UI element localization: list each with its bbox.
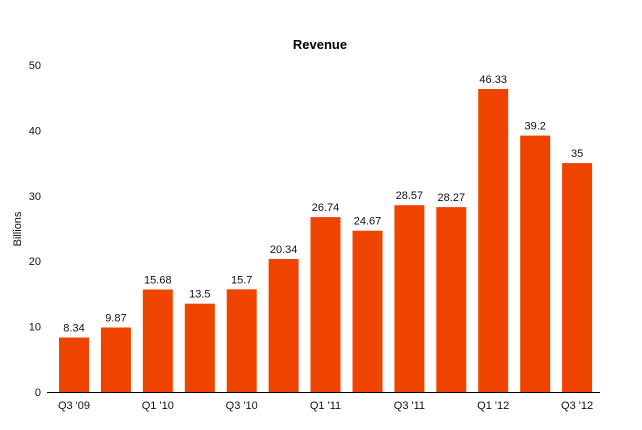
data-label: 9.87 — [105, 313, 126, 325]
y-axis-label: Billions — [12, 211, 24, 246]
data-label: 24.67 — [354, 216, 382, 228]
data-label: 15.68 — [144, 275, 172, 287]
data-labels-group: 8.34 9.87 15.68 13.5 15.7 20.34 26.74 24.67 28.5… — [63, 74, 583, 335]
y-tick-label: 20 — [29, 256, 41, 268]
bar — [142, 289, 173, 392]
data-label: 15.7 — [231, 274, 252, 286]
y-tick-label: 50 — [29, 60, 41, 72]
y-axis-ticks: 0 10 20 30 40 50 — [29, 60, 41, 399]
bar — [520, 135, 551, 392]
x-tick-label: Q3 '11 — [394, 400, 425, 412]
x-tick-label: Q1 '12 — [477, 400, 509, 412]
bar — [436, 207, 467, 392]
bar — [59, 337, 89, 392]
x-tick-label: Q3 '09 — [58, 400, 90, 412]
bar — [394, 205, 425, 392]
y-tick-label: 10 — [29, 322, 41, 334]
data-label: 13.5 — [189, 289, 210, 301]
bar — [352, 230, 383, 392]
bar — [184, 303, 215, 392]
data-label: 39.2 — [524, 121, 545, 133]
x-axis-ticks: Q3 '09 Q1 '10 Q3 '10 Q1 '11 Q3 '11 Q1 '12 Q3 '… — [58, 400, 593, 412]
bar — [310, 217, 341, 392]
x-tick-label: Q1 '10 — [142, 400, 174, 412]
bar — [478, 89, 509, 392]
data-label: 46.33 — [479, 74, 507, 86]
y-tick-label: 30 — [29, 191, 41, 203]
data-label: 26.74 — [312, 202, 340, 214]
bar — [562, 163, 593, 392]
x-tick-label: Q3 '12 — [561, 400, 593, 412]
y-tick-label: 40 — [29, 125, 41, 137]
chart-title: Revenue — [293, 37, 347, 52]
data-label: 28.57 — [396, 190, 424, 202]
x-tick-label: Q1 '11 — [310, 400, 341, 412]
x-tick-label: Q3 '10 — [226, 400, 258, 412]
data-label: 28.27 — [438, 192, 466, 204]
bar — [226, 289, 257, 392]
data-label: 8.34 — [63, 323, 84, 335]
data-label: 20.34 — [270, 244, 298, 256]
bar — [100, 327, 131, 392]
bars-group — [59, 89, 593, 392]
bar — [268, 259, 299, 392]
y-tick-label: 0 — [35, 387, 41, 399]
data-label: 35 — [571, 148, 583, 160]
